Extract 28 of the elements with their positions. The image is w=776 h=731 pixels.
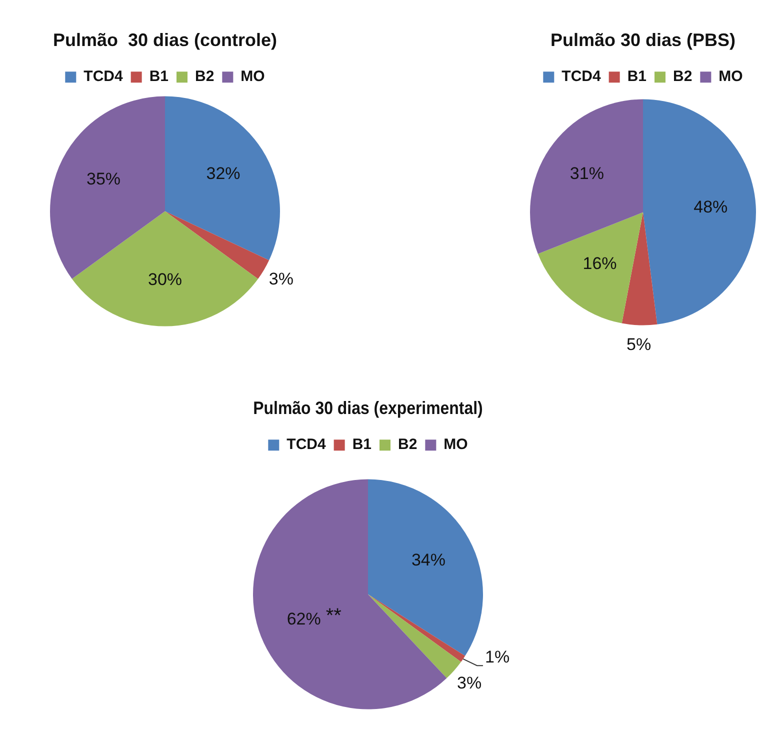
data-label: 48% <box>694 198 728 217</box>
legend-label: MO <box>240 68 266 86</box>
data-label: 31% <box>570 164 604 183</box>
data-label: 32% <box>206 164 240 184</box>
chart-title: Pulmão 30 dias (controle) <box>52 30 278 50</box>
data-label: 30% <box>148 270 182 289</box>
text: ** <box>326 605 342 628</box>
legend-label: B1 <box>149 68 169 86</box>
chart-title: Pulmão 30 dias (experimental) <box>253 398 483 418</box>
legend-label: B2 <box>398 436 418 454</box>
data-label: 62% <box>286 609 321 628</box>
data-label: 35% <box>86 170 121 189</box>
legend-label: MO <box>444 436 468 454</box>
legend-label: B1 <box>627 68 647 86</box>
legend-label: MO <box>718 68 744 86</box>
data-label: 3% <box>456 673 482 692</box>
legend-label: TCD4 <box>562 68 602 86</box>
data-label: 1% <box>484 647 510 666</box>
legend-label: TCD4 <box>84 68 124 86</box>
chart-title: Pulmão 30 dias (PBS) <box>550 30 736 50</box>
legend-label: B2 <box>195 68 214 86</box>
legend-label: B2 <box>673 68 692 86</box>
legend-label: TCD4 <box>286 436 326 454</box>
data-label: 5% <box>626 334 652 354</box>
data-label: 34% <box>411 550 446 570</box>
data-label: 16% <box>582 254 617 274</box>
legend-label: B1 <box>352 436 372 454</box>
data-label: 3% <box>268 270 294 289</box>
